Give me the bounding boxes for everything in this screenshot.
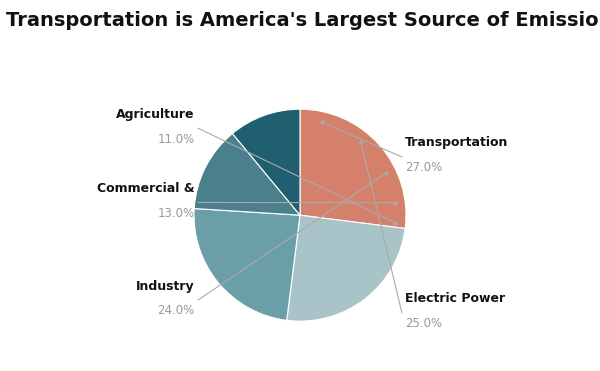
- Wedge shape: [194, 209, 300, 320]
- Text: Electric Power: Electric Power: [405, 292, 505, 305]
- Text: Transportation: Transportation: [405, 137, 509, 150]
- Text: Industry: Industry: [136, 280, 195, 293]
- Text: 24.0%: 24.0%: [158, 304, 195, 317]
- Text: 13.0%: 13.0%: [158, 207, 195, 220]
- Text: 11.0%: 11.0%: [158, 132, 195, 145]
- Text: 27.0%: 27.0%: [405, 161, 442, 174]
- Wedge shape: [300, 109, 406, 229]
- Text: Agriculture: Agriculture: [116, 108, 195, 121]
- Text: Commercial &: Commercial &: [97, 182, 195, 195]
- Text: Transportation is America's Largest Source of Emissions: Transportation is America's Largest Sour…: [6, 11, 600, 30]
- Wedge shape: [287, 215, 405, 321]
- Text: 25.0%: 25.0%: [405, 317, 442, 330]
- Wedge shape: [232, 109, 300, 215]
- Wedge shape: [194, 134, 300, 215]
